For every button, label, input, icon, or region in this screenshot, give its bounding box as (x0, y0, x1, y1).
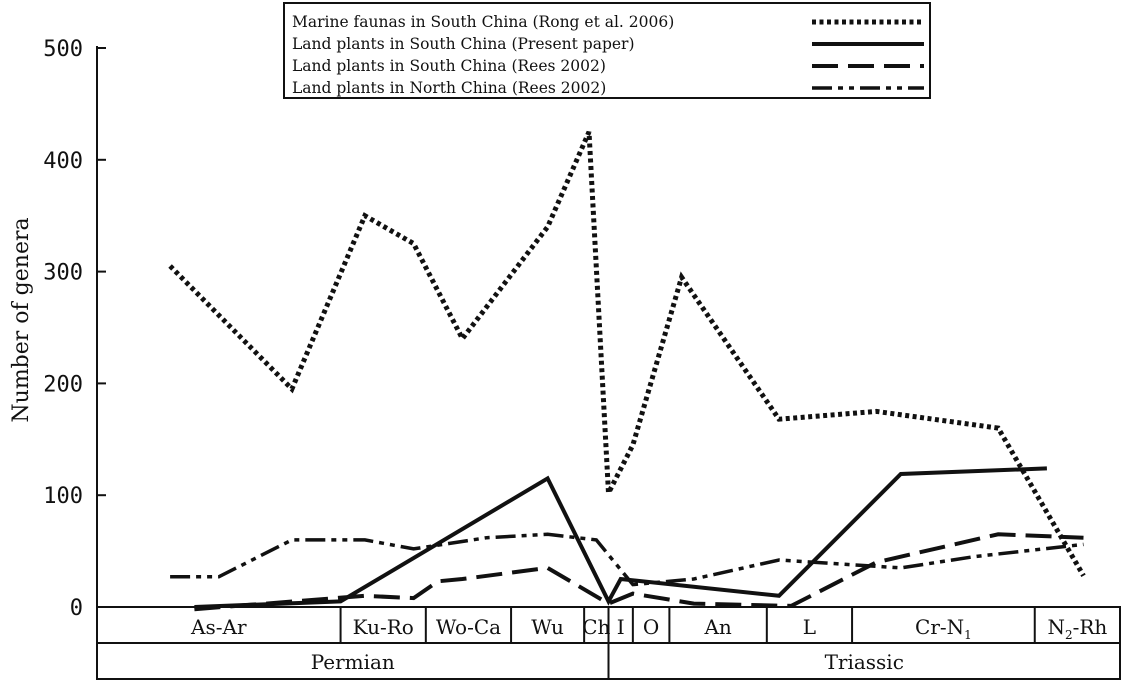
stage-label-ch: Ch (582, 615, 610, 639)
y-tick-label: 300 (43, 261, 83, 286)
stage-label-wu: Wu (531, 615, 564, 639)
y-tick-label: 200 (43, 372, 83, 397)
period-label-triassic: Triassic (825, 650, 904, 674)
series-land-plants-in-south-china-rees-2002 (194, 532, 1084, 612)
y-axis-label: Number of genera (9, 217, 34, 422)
stage-table: As-Ar Ku-Ro Wo-Ca Wu Ch I O An L Cr-N1 N2-Rh Permia… (96, 606, 1121, 680)
y-tick-label: 0 (70, 596, 83, 621)
series-line (170, 532, 1084, 587)
legend: Marine faunas in South China (Rong et al… (283, 2, 931, 99)
stage-label-i: I (617, 615, 625, 639)
y-tick-label: 400 (43, 149, 83, 174)
legend-entry-3: Land plants in South China (Rees 2002) (292, 57, 606, 75)
legend-entry-4: Land plants in North China (Rees 2002) (292, 79, 606, 97)
stage-label-o: O (643, 615, 659, 639)
series-land-plants-in-south-china-present-paper (194, 466, 1047, 609)
series-land-plants-in-north-china-rees-2002 (170, 532, 1084, 587)
stage-label-l: L (803, 615, 816, 639)
y-tick-label: 500 (43, 37, 83, 62)
stage-label-ku-ro: Ku-Ro (353, 615, 414, 639)
stage-label-cr-n: Cr-N1 (915, 615, 972, 642)
stage-label-wo-ca: Wo-Ca (436, 615, 501, 639)
series-line (194, 532, 1084, 612)
series-line (168, 130, 1086, 577)
legend-entry-2: Land plants in South China (Present pape… (292, 35, 635, 53)
series-line (194, 466, 1047, 609)
legend-entry-1: Marine faunas in South China (Rong et al… (292, 13, 674, 31)
stage-label-as-ar: As-Ar (190, 615, 247, 639)
period-label-permian: Permian (311, 650, 395, 674)
stage-label-n-rh: N2-Rh (1047, 615, 1107, 642)
stage-label-an: An (703, 615, 731, 639)
series-marine-faunas-in-south-china-rong-et-al-2006 (168, 130, 1086, 577)
y-tick-label: 100 (43, 484, 83, 509)
y-axis: 0 100 200 300 400 500 (43, 37, 106, 621)
series-layer (168, 130, 1086, 612)
legend-box (283, 2, 931, 99)
